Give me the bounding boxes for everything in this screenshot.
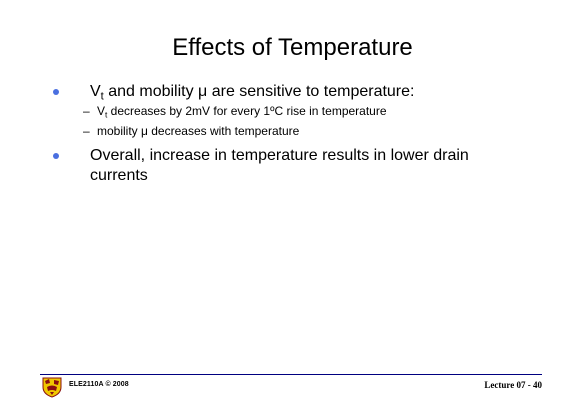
bullet-dot [53,153,59,159]
footer-course: ELE2110A © 2008 [69,381,129,388]
bullet-1-text: and mobility μ are sensitive to temperat… [103,83,415,100]
vt-symbol: V [97,104,106,118]
vt-symbol: V [90,83,101,100]
bullet-text: Vt and mobility μ are sensitive to tempe… [90,82,539,102]
sub-bullet-2-text: mobility μ decreases with temperature [97,124,300,138]
bullet-item-2: Overall, increase in temperature results… [53,146,509,186]
dash: – [83,104,90,118]
footer-page-number: Lecture 07 - 40 [484,380,542,390]
bullet-dot [53,89,59,95]
sub-bullet-item-1: – Vt decreases by 2mV for every 1ºC rise… [83,104,387,120]
bullet-2-text: Overall, increase in temperature results… [90,147,469,184]
bullet-item-1: Vt and mobility μ are sensitive to tempe… [53,82,539,102]
university-crest-icon [42,377,62,398]
sub-bullet-1-text: decreases by 2mV for every 1ºC rise in t… [107,104,387,118]
footer-rule [40,374,542,375]
vt-subscript: t [105,109,108,120]
dash: – [83,124,90,138]
sub-bullet-item-2: – mobility μ decreases with temperature [83,124,300,139]
vt-subscript: t [100,90,104,103]
slide-title: Effects of Temperature [172,34,413,61]
